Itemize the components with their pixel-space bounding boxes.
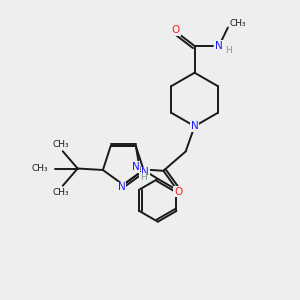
Text: CH₃: CH₃ — [31, 164, 48, 173]
Text: H: H — [226, 46, 232, 55]
Text: O: O — [172, 25, 180, 35]
Text: CH₃: CH₃ — [53, 140, 70, 148]
Text: N: N — [141, 167, 149, 177]
Text: N: N — [215, 41, 223, 51]
Text: N: N — [118, 182, 126, 192]
Text: O: O — [172, 25, 180, 35]
Text: N: N — [118, 182, 126, 192]
Text: CH₃: CH₃ — [230, 20, 246, 28]
Text: N: N — [132, 163, 140, 173]
Text: CH₃: CH₃ — [53, 188, 70, 197]
Text: N: N — [191, 121, 199, 131]
Text: H: H — [140, 172, 146, 181]
Text: N: N — [191, 121, 199, 131]
Text: H: H — [226, 46, 232, 55]
Text: O: O — [174, 187, 182, 196]
Text: H: H — [140, 173, 146, 182]
Text: N: N — [215, 41, 223, 51]
Text: N: N — [141, 167, 149, 177]
Text: N: N — [132, 162, 140, 172]
Text: O: O — [174, 187, 182, 196]
